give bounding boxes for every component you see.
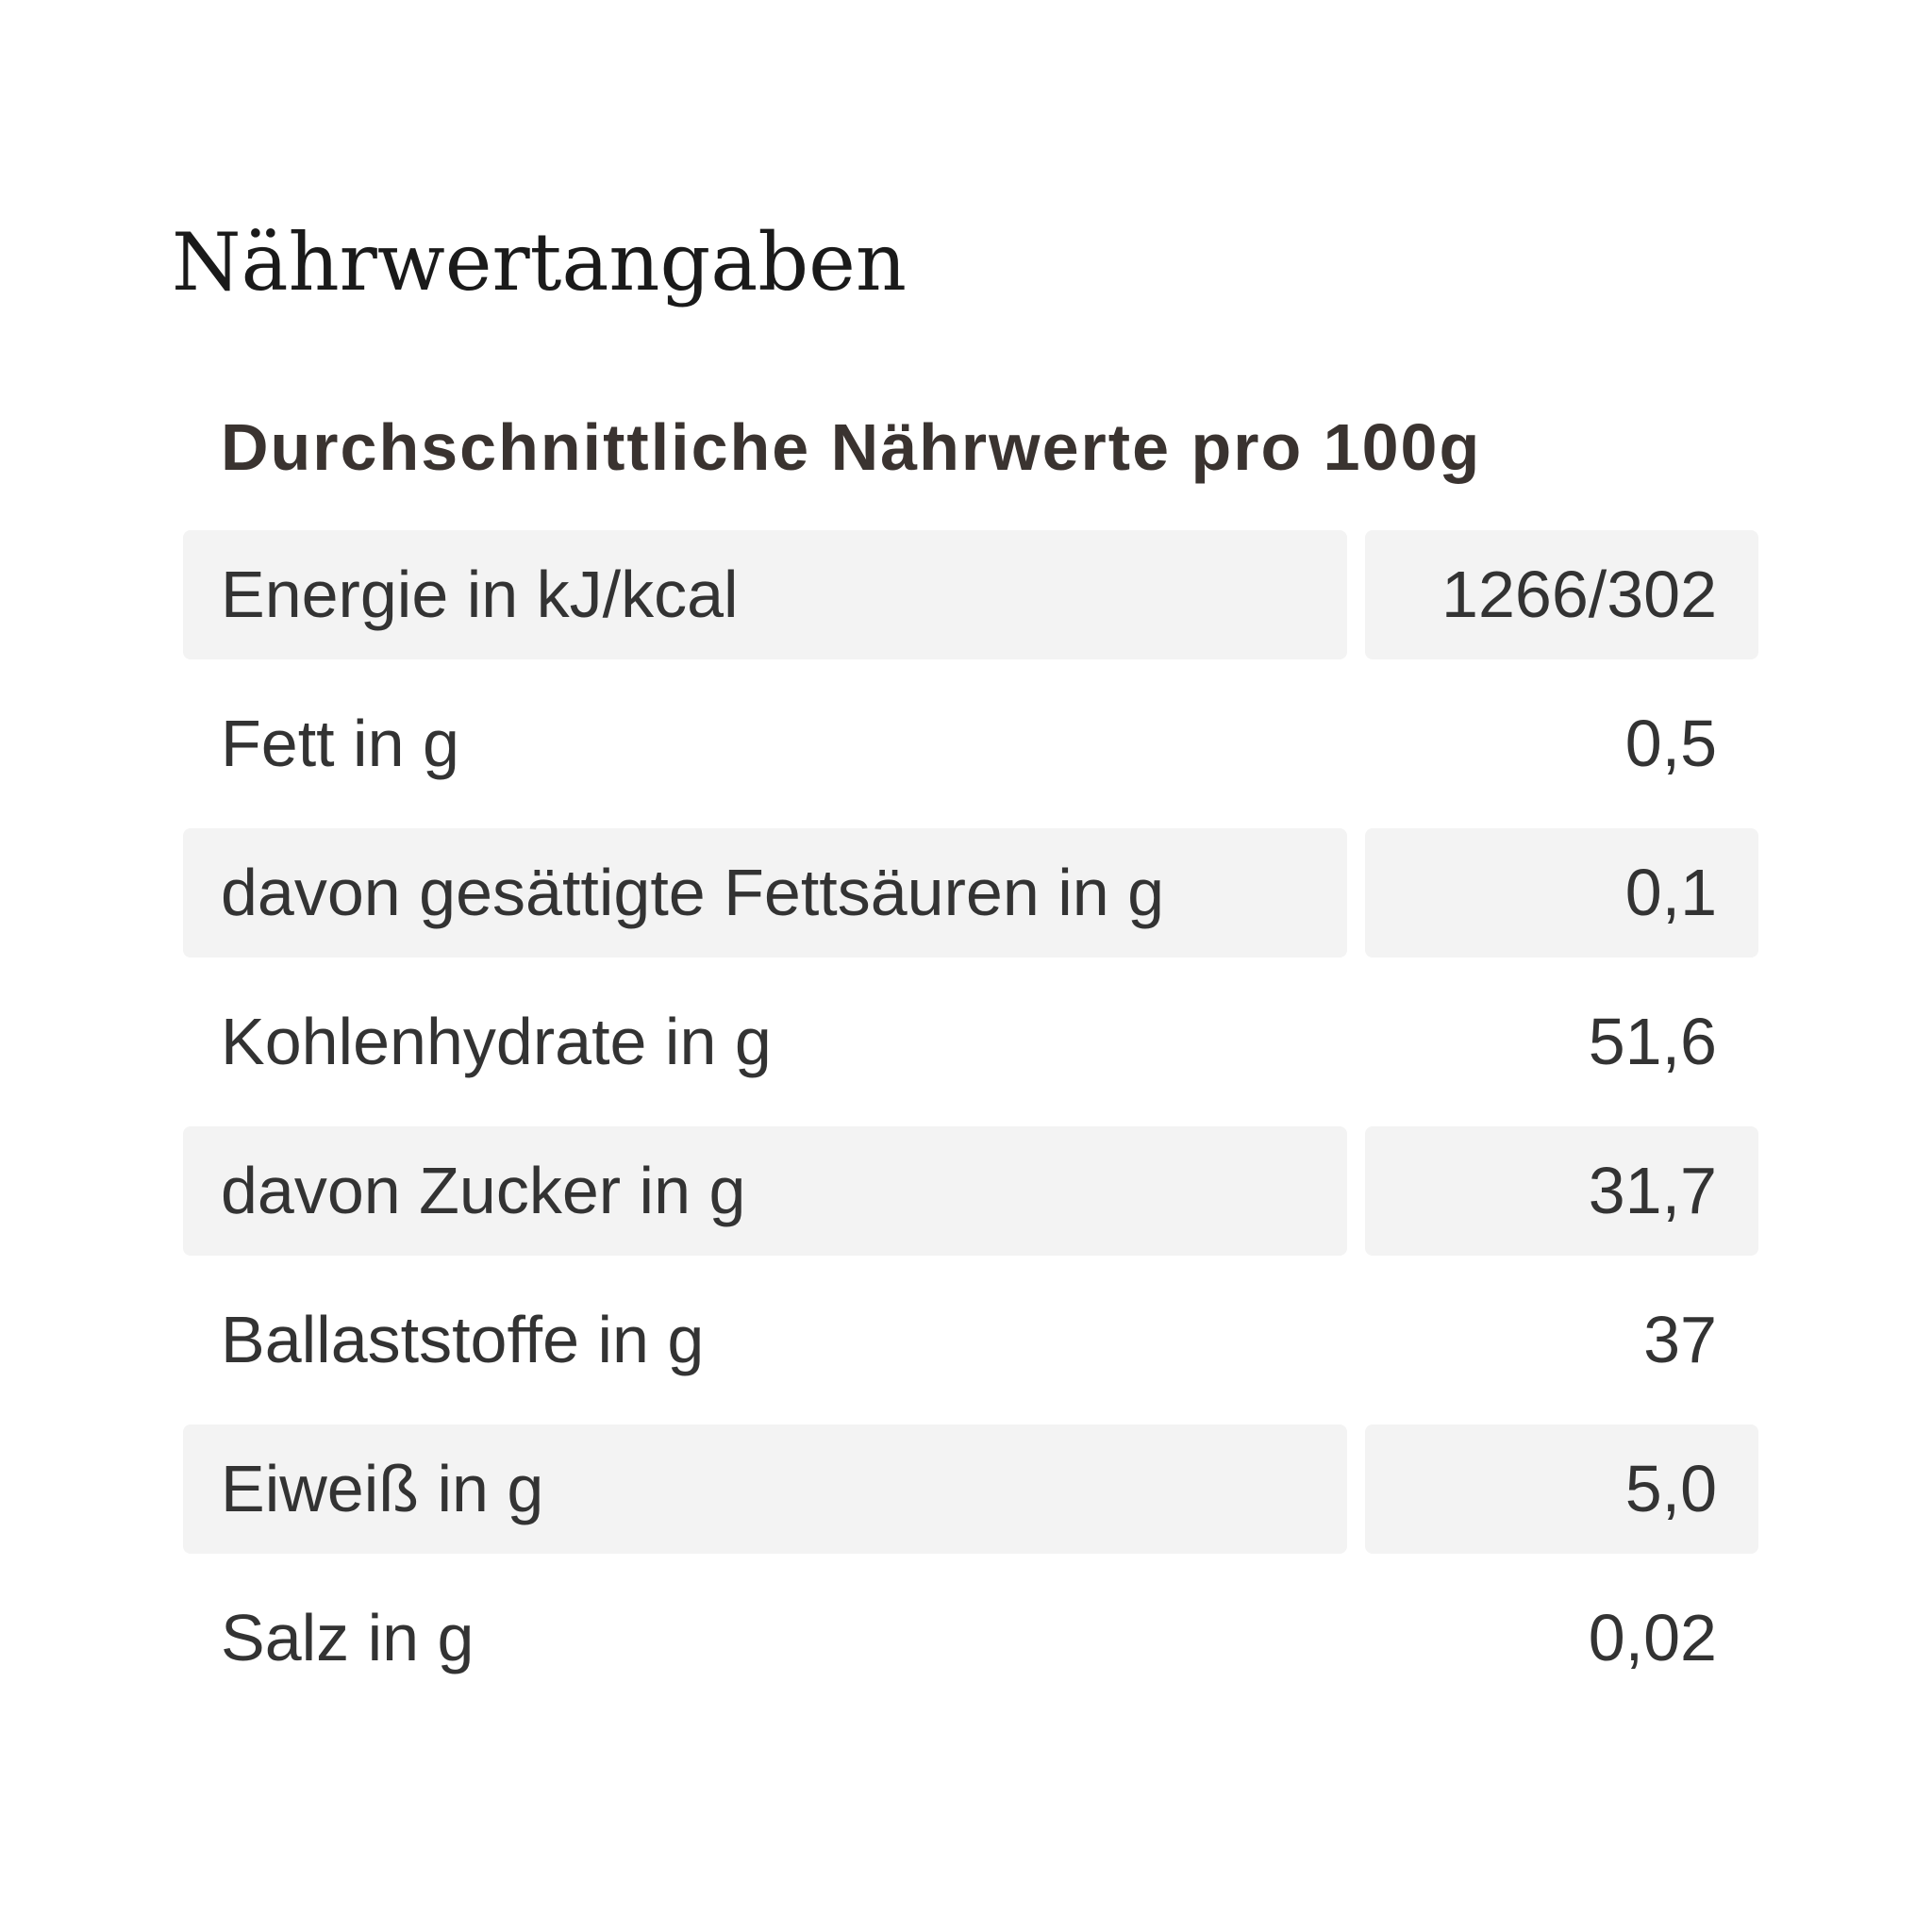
table-row: Fett in g 0,5 — [183, 679, 1758, 828]
nutrient-value: 1266/302 — [1365, 530, 1758, 659]
table-row: davon Zucker in g 31,7 — [183, 1126, 1758, 1275]
table-row: davon gesättigte Fettsäuren in g 0,1 — [183, 828, 1758, 977]
section-title: Nährwertangaben — [172, 216, 907, 308]
nutrient-value: 0,5 — [1624, 707, 1717, 780]
nutrient-label: Ballaststoffe in g — [221, 1303, 705, 1376]
nutrient-value: 0,02 — [1588, 1601, 1717, 1674]
nutrient-label: Salz in g — [221, 1601, 475, 1674]
nutrient-label: davon gesättigte Fettsäuren in g — [183, 828, 1347, 958]
nutrient-value: 31,7 — [1365, 1126, 1758, 1256]
nutrient-value: 37 — [1643, 1303, 1717, 1376]
table-row: Energie in kJ/kcal 1266/302 — [183, 530, 1758, 679]
nutrient-label: Eiweiß in g — [183, 1424, 1347, 1554]
table-header: Durchschnittliche Nährwerte pro 100g — [221, 410, 1482, 484]
nutrition-table: Energie in kJ/kcal 1266/302 Fett in g 0,5 da… — [183, 530, 1758, 1723]
table-row: Ballaststoffe in g 37 — [183, 1275, 1758, 1424]
nutrient-label: Energie in kJ/kcal — [183, 530, 1347, 659]
nutrient-label: Kohlenhydrate in g — [221, 1005, 772, 1078]
table-row: Eiweiß in g 5,0 — [183, 1424, 1758, 1574]
nutrient-label: davon Zucker in g — [183, 1126, 1347, 1256]
table-row: Kohlenhydrate in g 51,6 — [183, 977, 1758, 1126]
nutrient-value: 5,0 — [1365, 1424, 1758, 1554]
nutrient-label: Fett in g — [221, 707, 459, 780]
table-row: Salz in g 0,02 — [183, 1574, 1758, 1723]
nutrient-value: 51,6 — [1588, 1005, 1717, 1078]
nutrient-value: 0,1 — [1365, 828, 1758, 958]
